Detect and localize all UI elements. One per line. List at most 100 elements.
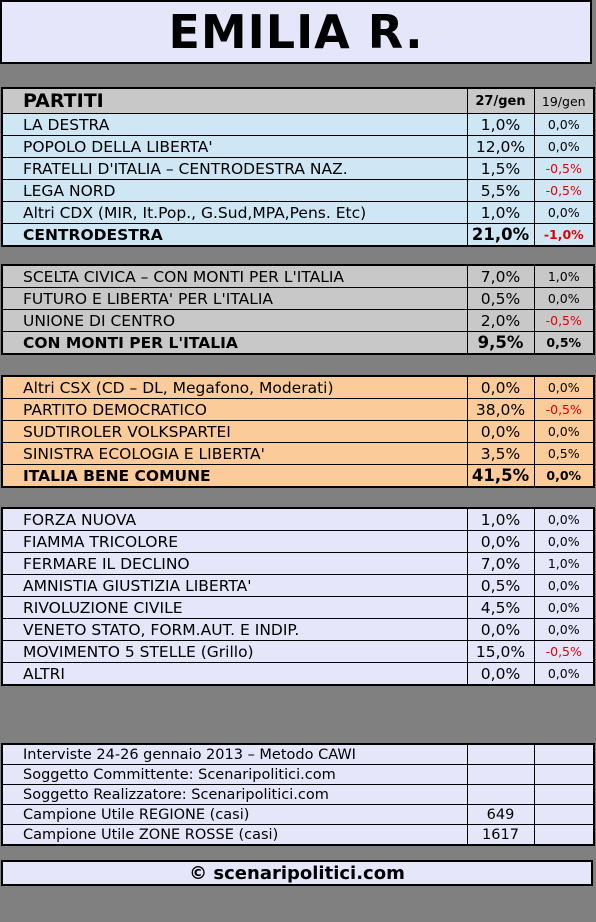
party-delta: 0,0%	[533, 201, 595, 224]
party-value: 4,5%	[466, 596, 535, 619]
party-row: FIAMMA TRICOLORE 0,0% 0,0%	[1, 530, 595, 553]
coalition-total-row: CENTRODESTRA 21,0% -1,0%	[1, 223, 595, 247]
party-name: FRATELLI D'ITALIA – CENTRODESTRA NAZ.	[1, 157, 468, 180]
party-delta: 1,0%	[533, 552, 595, 575]
party-delta: -0,5%	[533, 157, 595, 180]
party-delta: 0,0%	[533, 574, 595, 597]
info-empty-cell	[533, 764, 595, 785]
info-empty-cell	[533, 804, 595, 825]
party-delta: 0,0%	[533, 375, 595, 399]
party-name: VENETO STATO, FORM.AUT. E INDIP.	[1, 618, 468, 641]
party-delta: 0,0%	[533, 618, 595, 641]
info-label: Campione Utile REGIONE (casi)	[1, 804, 468, 825]
info-label: Interviste 24-26 gennaio 2013 – Metodo C…	[1, 743, 468, 765]
party-row: MOVIMENTO 5 STELLE (Grillo) 15,0% -0,5%	[1, 640, 595, 663]
header-row: PARTITI 27/gen 19/gen	[1, 87, 595, 114]
party-value: 1,5%	[466, 157, 535, 180]
party-delta: -0,5%	[533, 309, 595, 332]
party-delta: 0,0%	[533, 135, 595, 158]
party-row: LA DESTRA 1,0% 0,0%	[1, 113, 595, 136]
coalition-value: 41,5%	[466, 464, 535, 488]
party-name: ALTRI	[1, 662, 468, 686]
party-name: Altri CSX (CD – DL, Megafono, Moderati)	[1, 375, 468, 399]
coalition-delta: 0,0%	[533, 464, 595, 488]
info-label: Soggetto Committente: Scenaripolitici.co…	[1, 764, 468, 785]
party-value: 0,0%	[466, 375, 535, 399]
party-delta: -0,5%	[533, 398, 595, 421]
party-value: 12,0%	[466, 135, 535, 158]
party-value: 15,0%	[466, 640, 535, 663]
info-value	[466, 764, 535, 785]
party-delta: 0,0%	[533, 507, 595, 531]
party-name: FIAMMA TRICOLORE	[1, 530, 468, 553]
party-row: UNIONE DI CENTRO 2,0% -0,5%	[1, 309, 595, 332]
party-row: FRATELLI D'ITALIA – CENTRODESTRA NAZ. 1,…	[1, 157, 595, 180]
party-row: SCELTA CIVICA – CON MONTI PER L'ITALIA 7…	[1, 264, 595, 288]
party-value: 0,0%	[466, 420, 535, 443]
info-row: Interviste 24-26 gennaio 2013 – Metodo C…	[1, 743, 595, 765]
party-name: AMNISTIA GIUSTIZIA LIBERTA'	[1, 574, 468, 597]
info-value	[466, 743, 535, 765]
centrodestra-table: PARTITI 27/gen 19/gen LA DESTRA 1,0% 0,0…	[1, 87, 595, 247]
party-value: 0,0%	[466, 530, 535, 553]
coalition-delta: -1,0%	[533, 223, 595, 247]
coalition-name: ITALIA BENE COMUNE	[1, 464, 468, 488]
party-value: 1,0%	[466, 201, 535, 224]
coalition-value: 21,0%	[466, 223, 535, 247]
party-name: LA DESTRA	[1, 113, 468, 136]
party-name: RIVOLUZIONE CIVILE	[1, 596, 468, 619]
party-delta: -0,5%	[533, 179, 595, 202]
party-delta: 0,0%	[533, 113, 595, 136]
party-row: Altri CDX (MIR, It.Pop., G.Sud,MPA,Pens.…	[1, 201, 595, 224]
party-row: AMNISTIA GIUSTIZIA LIBERTA' 0,5% 0,0%	[1, 574, 595, 597]
party-value: 3,5%	[466, 442, 535, 465]
party-name: FUTURO E LIBERTA' PER L'ITALIA	[1, 287, 468, 310]
party-row: ALTRI 0,0% 0,0%	[1, 662, 595, 686]
other-parties-table: FORZA NUOVA 1,0% 0,0% FIAMMA TRICOLORE 0…	[1, 507, 595, 686]
info-value: 1617	[466, 824, 535, 846]
party-name: SUDTIROLER VOLKSPARTEI	[1, 420, 468, 443]
info-row: Soggetto Committente: Scenaripolitici.co…	[1, 764, 595, 785]
party-name: MOVIMENTO 5 STELLE (Grillo)	[1, 640, 468, 663]
party-name: SCELTA CIVICA – CON MONTI PER L'ITALIA	[1, 264, 468, 288]
info-label: Campione Utile ZONE ROSSE (casi)	[1, 824, 468, 846]
info-row: Soggetto Realizzatore: Scenaripolitici.c…	[1, 784, 595, 805]
info-row: Campione Utile REGIONE (casi) 649	[1, 804, 595, 825]
coalition-name: CENTRODESTRA	[1, 223, 468, 247]
party-value: 0,5%	[466, 287, 535, 310]
info-row: Campione Utile ZONE ROSSE (casi) 1617	[1, 824, 595, 846]
party-name: Altri CDX (MIR, It.Pop., G.Sud,MPA,Pens.…	[1, 201, 468, 224]
coalition-name: CON MONTI PER L'ITALIA	[1, 331, 468, 355]
coalition-total-row: CON MONTI PER L'ITALIA 9,5% 0,5%	[1, 331, 595, 355]
party-column-header: PARTITI	[1, 87, 468, 114]
party-delta: 0,0%	[533, 596, 595, 619]
party-value: 5,5%	[466, 179, 535, 202]
info-empty-cell	[533, 743, 595, 765]
info-empty-cell	[533, 784, 595, 805]
party-value: 1,0%	[466, 113, 535, 136]
party-name: SINISTRA ECOLOGIA E LIBERTA'	[1, 442, 468, 465]
current-date-header: 27/gen	[466, 87, 535, 114]
party-value: 0,0%	[466, 618, 535, 641]
party-value: 2,0%	[466, 309, 535, 332]
info-value: 649	[466, 804, 535, 825]
party-value: 0,0%	[466, 662, 535, 686]
party-delta: 1,0%	[533, 264, 595, 288]
party-delta: 0,0%	[533, 287, 595, 310]
party-delta: 0,0%	[533, 662, 595, 686]
coalition-total-row: ITALIA BENE COMUNE 41,5% 0,0%	[1, 464, 595, 488]
party-name: POPOLO DELLA LIBERTA'	[1, 135, 468, 158]
party-delta: 0,0%	[533, 530, 595, 553]
party-row: Altri CSX (CD – DL, Megafono, Moderati) …	[1, 375, 595, 399]
party-row: FUTURO E LIBERTA' PER L'ITALIA 0,5% 0,0%	[1, 287, 595, 310]
info-value	[466, 784, 535, 805]
survey-info-table: Interviste 24-26 gennaio 2013 – Metodo C…	[1, 743, 595, 846]
party-row: FERMARE IL DECLINO 7,0% 1,0%	[1, 552, 595, 575]
party-value: 1,0%	[466, 507, 535, 531]
party-name: PARTITO DEMOCRATICO	[1, 398, 468, 421]
coalition-delta: 0,5%	[533, 331, 595, 355]
party-row: LEGA NORD 5,5% -0,5%	[1, 179, 595, 202]
party-row: VENETO STATO, FORM.AUT. E INDIP. 0,0% 0,…	[1, 618, 595, 641]
party-name: LEGA NORD	[1, 179, 468, 202]
party-name: FORZA NUOVA	[1, 507, 468, 531]
